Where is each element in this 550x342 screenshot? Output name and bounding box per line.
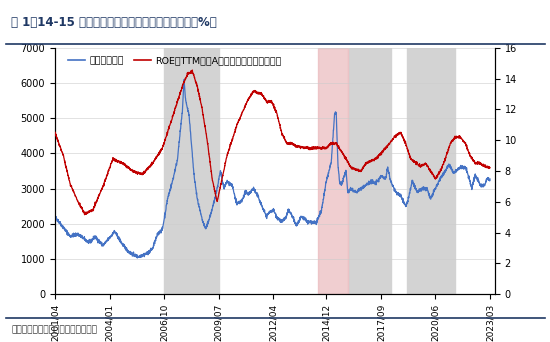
Bar [408, 48, 455, 294]
Text: 图 1：14-15 年是典型的流动性牛市（单位：点数，%）: 图 1：14-15 年是典型的流动性牛市（单位：点数，%） [11, 16, 217, 29]
Legend: 上证综合指数, ROE（TTM）全A非金融石油石化（右轴）: 上证综合指数, ROE（TTM）全A非金融石油石化（右轴） [64, 53, 285, 69]
Text: 资料来源：万得，信达证券研发中心: 资料来源：万得，信达证券研发中心 [11, 326, 97, 334]
Bar [318, 48, 348, 294]
Bar [349, 48, 391, 294]
Bar [164, 48, 219, 294]
